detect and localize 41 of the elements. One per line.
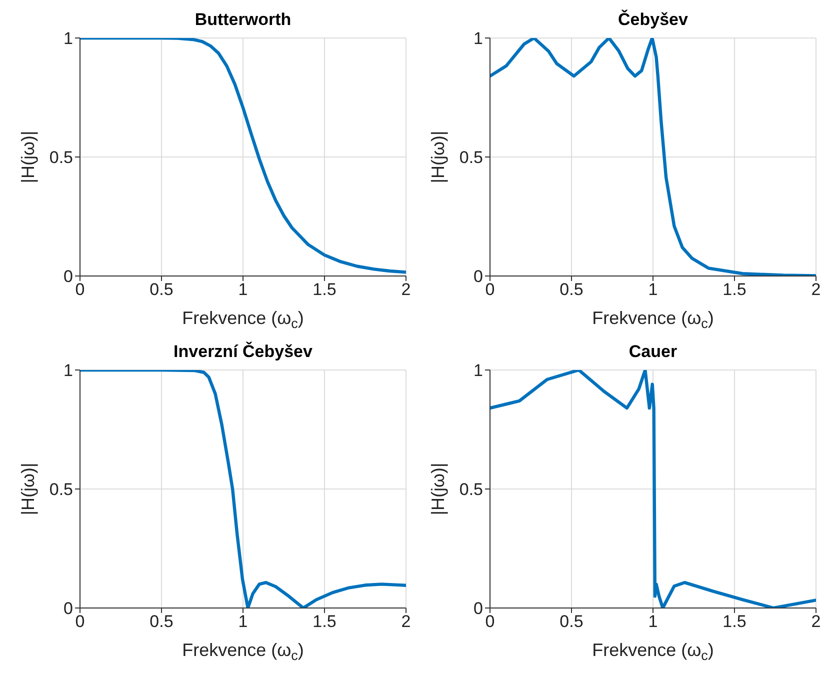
x-tick-label: 1.5: [312, 612, 336, 632]
y-tick-label: 0: [474, 599, 483, 618]
x-tick-label: 1.5: [722, 280, 746, 300]
x-tick-label: 2: [811, 612, 821, 632]
x-axis-title: Frekvence (ω$_{c}$): [592, 308, 714, 332]
line-series: [80, 38, 406, 274]
chart-title: Cauer: [628, 342, 678, 361]
x-axis-title: Frekvence (ω$_{c}$): [592, 640, 714, 664]
y-tick-label: 0.5: [49, 148, 73, 168]
x-axis-title: Frekvence (ω$_{c}$): [182, 308, 304, 332]
x-tick-label: 1: [238, 280, 248, 300]
x-tick-label: 0.5: [560, 612, 584, 632]
x-tick-label: 0.5: [560, 280, 584, 300]
y-axis-title: |H(jω)|: [18, 462, 38, 516]
x-axis-title: Frekvence (ω$_{c}$): [182, 640, 304, 664]
chart-title: Čebyšev: [618, 10, 688, 29]
y-tick-label: 1: [64, 29, 73, 48]
y-axis-title: |H(jω)|: [428, 130, 448, 184]
chart-title: Butterworth: [194, 10, 292, 29]
y-tick-label: 0: [64, 267, 73, 286]
y-axis-title: |H(jω)|: [18, 130, 38, 184]
y-tick-label: 0: [64, 599, 73, 618]
y-tick-label: 0: [474, 267, 483, 286]
y-tick-label: 0.5: [459, 480, 483, 500]
y-axis-title: |H(jω)|: [428, 462, 448, 516]
y-tick-label: 1: [64, 361, 73, 380]
y-tick-label: 0.5: [49, 480, 73, 500]
x-tick-label: 0.5: [150, 280, 174, 300]
x-tick-label: 2: [811, 280, 821, 300]
x-tick-label: 1: [648, 280, 658, 300]
x-tick-label: 1: [238, 612, 248, 632]
chart-title: Inverzní Čebyšev: [174, 342, 312, 361]
y-tick-label: 0.5: [459, 148, 483, 168]
x-tick-label: 2: [401, 612, 411, 632]
y-tick-label: 1: [474, 361, 483, 380]
x-tick-label: 1.5: [722, 612, 746, 632]
x-tick-label: 0.5: [150, 612, 174, 632]
y-tick-label: 1: [474, 29, 483, 48]
x-tick-label: 1: [648, 612, 658, 632]
x-tick-label: 1.5: [312, 280, 336, 300]
x-tick-label: 2: [401, 280, 411, 300]
